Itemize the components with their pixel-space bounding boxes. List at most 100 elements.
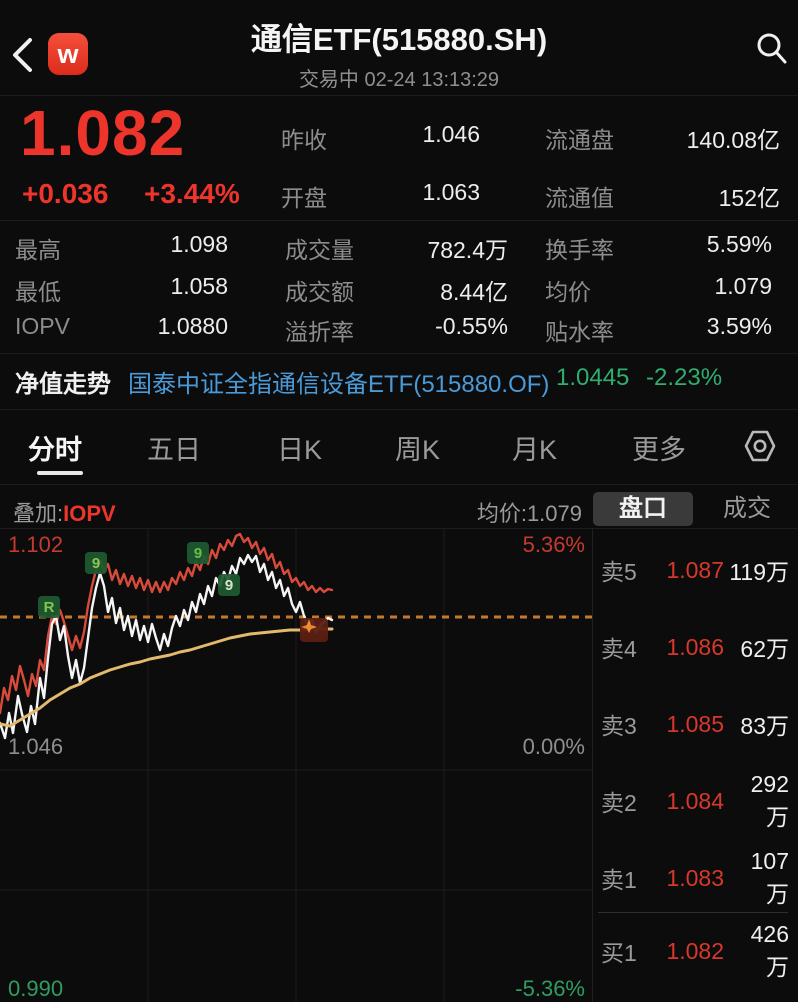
ask-volume: 119万 — [729, 559, 789, 585]
chart-high-pct-label: 5.36% — [522, 532, 585, 557]
stat-value: 1.0880 — [157, 313, 228, 339]
ask-volume: 292万 — [750, 770, 789, 830]
event-badge-icon[interactable]: 9 — [85, 552, 107, 574]
stat-value: 152亿 — [718, 185, 780, 211]
bid-price: 1.082 — [666, 937, 724, 964]
stat-value: 8.44亿 — [440, 279, 508, 305]
stat-value: 1.046 — [422, 121, 480, 147]
stat-label: 成交额 — [285, 279, 354, 305]
tab-weekly-k[interactable]: 周K — [395, 435, 441, 465]
stat-value: 1.098 — [170, 231, 228, 257]
order-book-panel[interactable]: 卖5 1.087 119万 卖4 1.086 62万 卖3 1.085 83万 … — [592, 528, 798, 1002]
stat-label: 开盘 — [281, 185, 327, 211]
stat-label: 贴水率 — [545, 319, 614, 345]
tab-more[interactable]: 更多 — [632, 435, 686, 465]
ask-volume: 83万 — [740, 713, 789, 739]
trading-status-time: 交易中 02-24 13:13:29 — [298, 69, 500, 91]
nav-change-pct: -2.23% — [646, 364, 723, 391]
stat-label: 流通值 — [545, 185, 614, 211]
stat-value: 140.08亿 — [686, 127, 780, 153]
tab-monthly-k[interactable]: 月K — [512, 435, 558, 465]
bid-level: 买1 — [601, 940, 637, 966]
ask-row-4[interactable]: 卖4 1.086 62万 — [601, 632, 789, 663]
ask-row-5[interactable]: 卖5 1.087 119万 — [601, 555, 789, 586]
overlay-label: 叠加: — [13, 501, 64, 526]
tab-intraday[interactable]: 分时 — [28, 435, 82, 465]
back-chevron-icon — [13, 38, 32, 72]
avg-price-label: 均价:1.079 — [476, 501, 582, 526]
stat-value: 1.063 — [422, 179, 480, 205]
stat-label: 成交量 — [285, 237, 354, 263]
stat-label: 均价 — [545, 279, 591, 305]
ask-volume: 107万 — [750, 847, 789, 907]
last-price: 1.082 — [20, 97, 186, 169]
stat-value: 782.4万 — [427, 237, 508, 263]
stat-label: 最高 — [15, 237, 61, 263]
divider — [0, 220, 798, 221]
ask-level: 卖2 — [601, 790, 637, 816]
event-badge-icon[interactable]: 9 — [218, 574, 240, 596]
ask-level: 卖1 — [601, 867, 637, 893]
stat-label: IOPV — [15, 313, 70, 339]
event-badge-icon[interactable]: 9 — [187, 542, 209, 564]
ask-row-1[interactable]: 卖1 1.083 107万 — [601, 848, 789, 907]
stat-label: 流通盘 — [545, 127, 614, 153]
search-icon — [757, 33, 781, 57]
ask-level: 卖3 — [601, 713, 637, 739]
wind-app-logo-icon[interactable]: w — [48, 33, 88, 75]
bid-row-1[interactable]: 买1 1.082 426万 — [601, 921, 789, 980]
stat-value: 1.058 — [170, 273, 228, 299]
tab-order-book[interactable]: 盘口 — [593, 492, 693, 526]
bid-volume: 426万 — [750, 920, 789, 980]
chart-canvas — [0, 528, 592, 1002]
ask-row-2[interactable]: 卖2 1.084 292万 — [601, 771, 789, 830]
chart-low-price-label: 0.990 — [8, 976, 64, 1001]
stat-value-water-rate: 3.59% — [706, 313, 772, 339]
stat-label: 溢折率 — [285, 319, 354, 345]
event-badge-icon[interactable]: R — [38, 596, 60, 618]
nav-trend-label: 净值走势 — [15, 371, 111, 398]
tab-five-day[interactable]: 五日 — [147, 435, 201, 465]
ask-price: 1.087 — [666, 556, 724, 583]
chart-low-pct-label: -5.36% — [515, 976, 585, 1001]
chart-settings-button[interactable] — [740, 428, 780, 464]
overlay-toggle[interactable]: 叠加:IOPV — [13, 496, 116, 528]
tab-daily-k[interactable]: 日K — [277, 435, 323, 465]
stat-value: 5.59% — [706, 231, 772, 257]
ask-bid-divider — [598, 912, 788, 913]
page-title: 通信ETF(515880.SH) — [250, 22, 548, 57]
stat-label: 换手率 — [545, 237, 614, 263]
active-tab-underline — [37, 471, 83, 475]
ask-level: 卖4 — [601, 636, 637, 662]
divider — [0, 353, 798, 354]
ask-price: 1.086 — [666, 633, 724, 660]
divider — [0, 95, 798, 96]
price-change: +0.036 — [22, 178, 109, 209]
ask-price: 1.085 — [666, 710, 724, 737]
price-change-pct: +3.44% — [144, 178, 240, 209]
ask-volume: 62万 — [740, 636, 789, 662]
fund-name-link[interactable]: 国泰中证全指通信设备ETF(515880.OF) — [128, 371, 550, 398]
search-button[interactable] — [750, 28, 792, 68]
stat-label: 昨收 — [281, 127, 327, 153]
stat-value: 1.079 — [714, 273, 772, 299]
ask-price: 1.084 — [666, 787, 724, 814]
chart-prevclose-label: 1.046 — [8, 734, 64, 759]
ask-price: 1.083 — [666, 864, 724, 891]
ask-row-3[interactable]: 卖3 1.085 83万 — [601, 709, 789, 740]
overlay-value: IOPV — [63, 501, 116, 526]
chart-zero-pct-label: 0.00% — [522, 734, 585, 759]
stat-value-premium-discount: -0.55% — [435, 313, 508, 339]
divider — [0, 409, 798, 410]
stat-label: 最低 — [15, 279, 61, 305]
divider — [0, 528, 798, 529]
divider — [0, 484, 798, 485]
chart-high-price-label: 1.102 — [8, 532, 64, 557]
back-button[interactable] — [10, 36, 36, 74]
nav-value: 1.0445 — [556, 364, 630, 391]
hexagon-settings-icon — [744, 430, 776, 462]
ask-level: 卖5 — [601, 559, 637, 585]
tab-trades[interactable]: 成交 — [723, 495, 771, 522]
avg-line-pin-icon[interactable] — [300, 618, 328, 642]
